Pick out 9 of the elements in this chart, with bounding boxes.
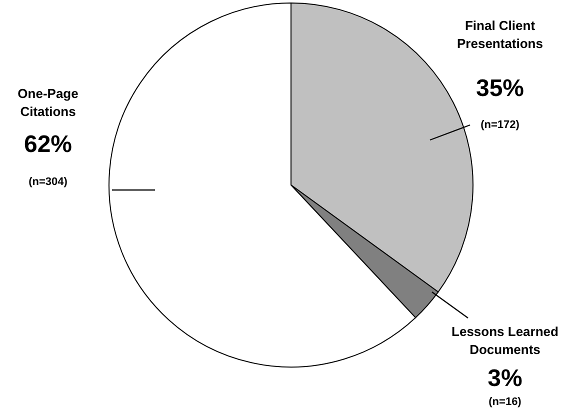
text: (n=172) <box>480 119 520 131</box>
slice-label: Lessons Learned Documents <box>452 324 559 357</box>
text: (n=16) <box>488 396 522 408</box>
data-label: 35% <box>476 75 524 102</box>
slice-label: One-Page Citations <box>18 86 78 119</box>
data-label: 3% <box>488 365 522 392</box>
data-label: 62% <box>24 131 72 158</box>
text: (n=304) <box>28 176 68 188</box>
slice-label: Final Client Presentations <box>457 18 543 51</box>
